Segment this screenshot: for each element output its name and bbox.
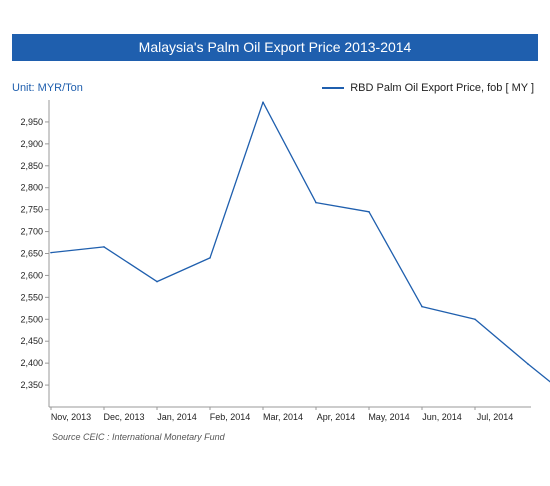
y-tick-label: 2,500 bbox=[20, 314, 43, 324]
x-tick-label: Nov, 2013 bbox=[51, 412, 91, 422]
x-tick-label: Dec, 2013 bbox=[103, 412, 144, 422]
data-point bbox=[474, 318, 476, 321]
y-tick-label: 2,700 bbox=[20, 227, 43, 237]
x-tick-label: May, 2014 bbox=[368, 412, 409, 422]
y-tick-label: 2,800 bbox=[20, 183, 43, 193]
legend-series-label: RBD Palm Oil Export Price, fob [ MY ] bbox=[350, 82, 534, 94]
data-point bbox=[262, 101, 264, 103]
x-axis-ticks: Nov, 2013 Dec, 2013 Jan, 2014 Feb, 2014 Mar,… bbox=[50, 407, 514, 422]
y-tick-label: 2,850 bbox=[20, 161, 43, 171]
series-group bbox=[50, 101, 550, 383]
y-tick-label: 2,450 bbox=[20, 336, 43, 346]
y-tick-label: 2,750 bbox=[20, 205, 43, 215]
series-line bbox=[50, 101, 550, 383]
y-tick-label: 2,650 bbox=[20, 249, 43, 259]
legend: RBD Palm Oil Export Price, fob [ MY ] bbox=[322, 82, 534, 94]
legend-line-swatch bbox=[322, 87, 345, 89]
data-point bbox=[315, 201, 317, 204]
y-axis-ticks: 2,350 2,400 2,450 2,500 2,550 2,600 2,650 2,700… bbox=[20, 117, 49, 390]
y-tick-label: 2,600 bbox=[20, 270, 43, 280]
data-point bbox=[368, 211, 370, 213]
unit-label: Unit: MYR/Ton bbox=[12, 82, 83, 94]
data-point bbox=[527, 363, 529, 365]
data-point bbox=[50, 251, 52, 254]
x-tick-label: Jul, 2014 bbox=[477, 412, 514, 422]
data-point bbox=[103, 246, 105, 248]
x-tick-label: Feb, 2014 bbox=[210, 412, 251, 422]
y-tick-label: 2,400 bbox=[20, 358, 43, 368]
chart-title: Malaysia's Palm Oil Export Price 2013-20… bbox=[12, 34, 538, 61]
y-tick-label: 2,350 bbox=[20, 380, 43, 390]
x-tick-label: Apr, 2014 bbox=[317, 412, 356, 422]
data-point bbox=[209, 257, 211, 259]
axes bbox=[48, 100, 531, 408]
y-tick-label: 2,550 bbox=[20, 292, 43, 302]
data-point bbox=[156, 280, 158, 283]
x-tick-label: Mar, 2014 bbox=[263, 412, 303, 422]
source-note: Source CEIC : International Monetary Fun… bbox=[52, 432, 225, 442]
x-tick-label: Jan, 2014 bbox=[157, 412, 197, 422]
x-tick-label: Jun, 2014 bbox=[422, 412, 462, 422]
y-tick-label: 2,900 bbox=[20, 139, 43, 149]
data-point bbox=[421, 305, 423, 308]
y-tick-label: 2,950 bbox=[20, 117, 43, 127]
